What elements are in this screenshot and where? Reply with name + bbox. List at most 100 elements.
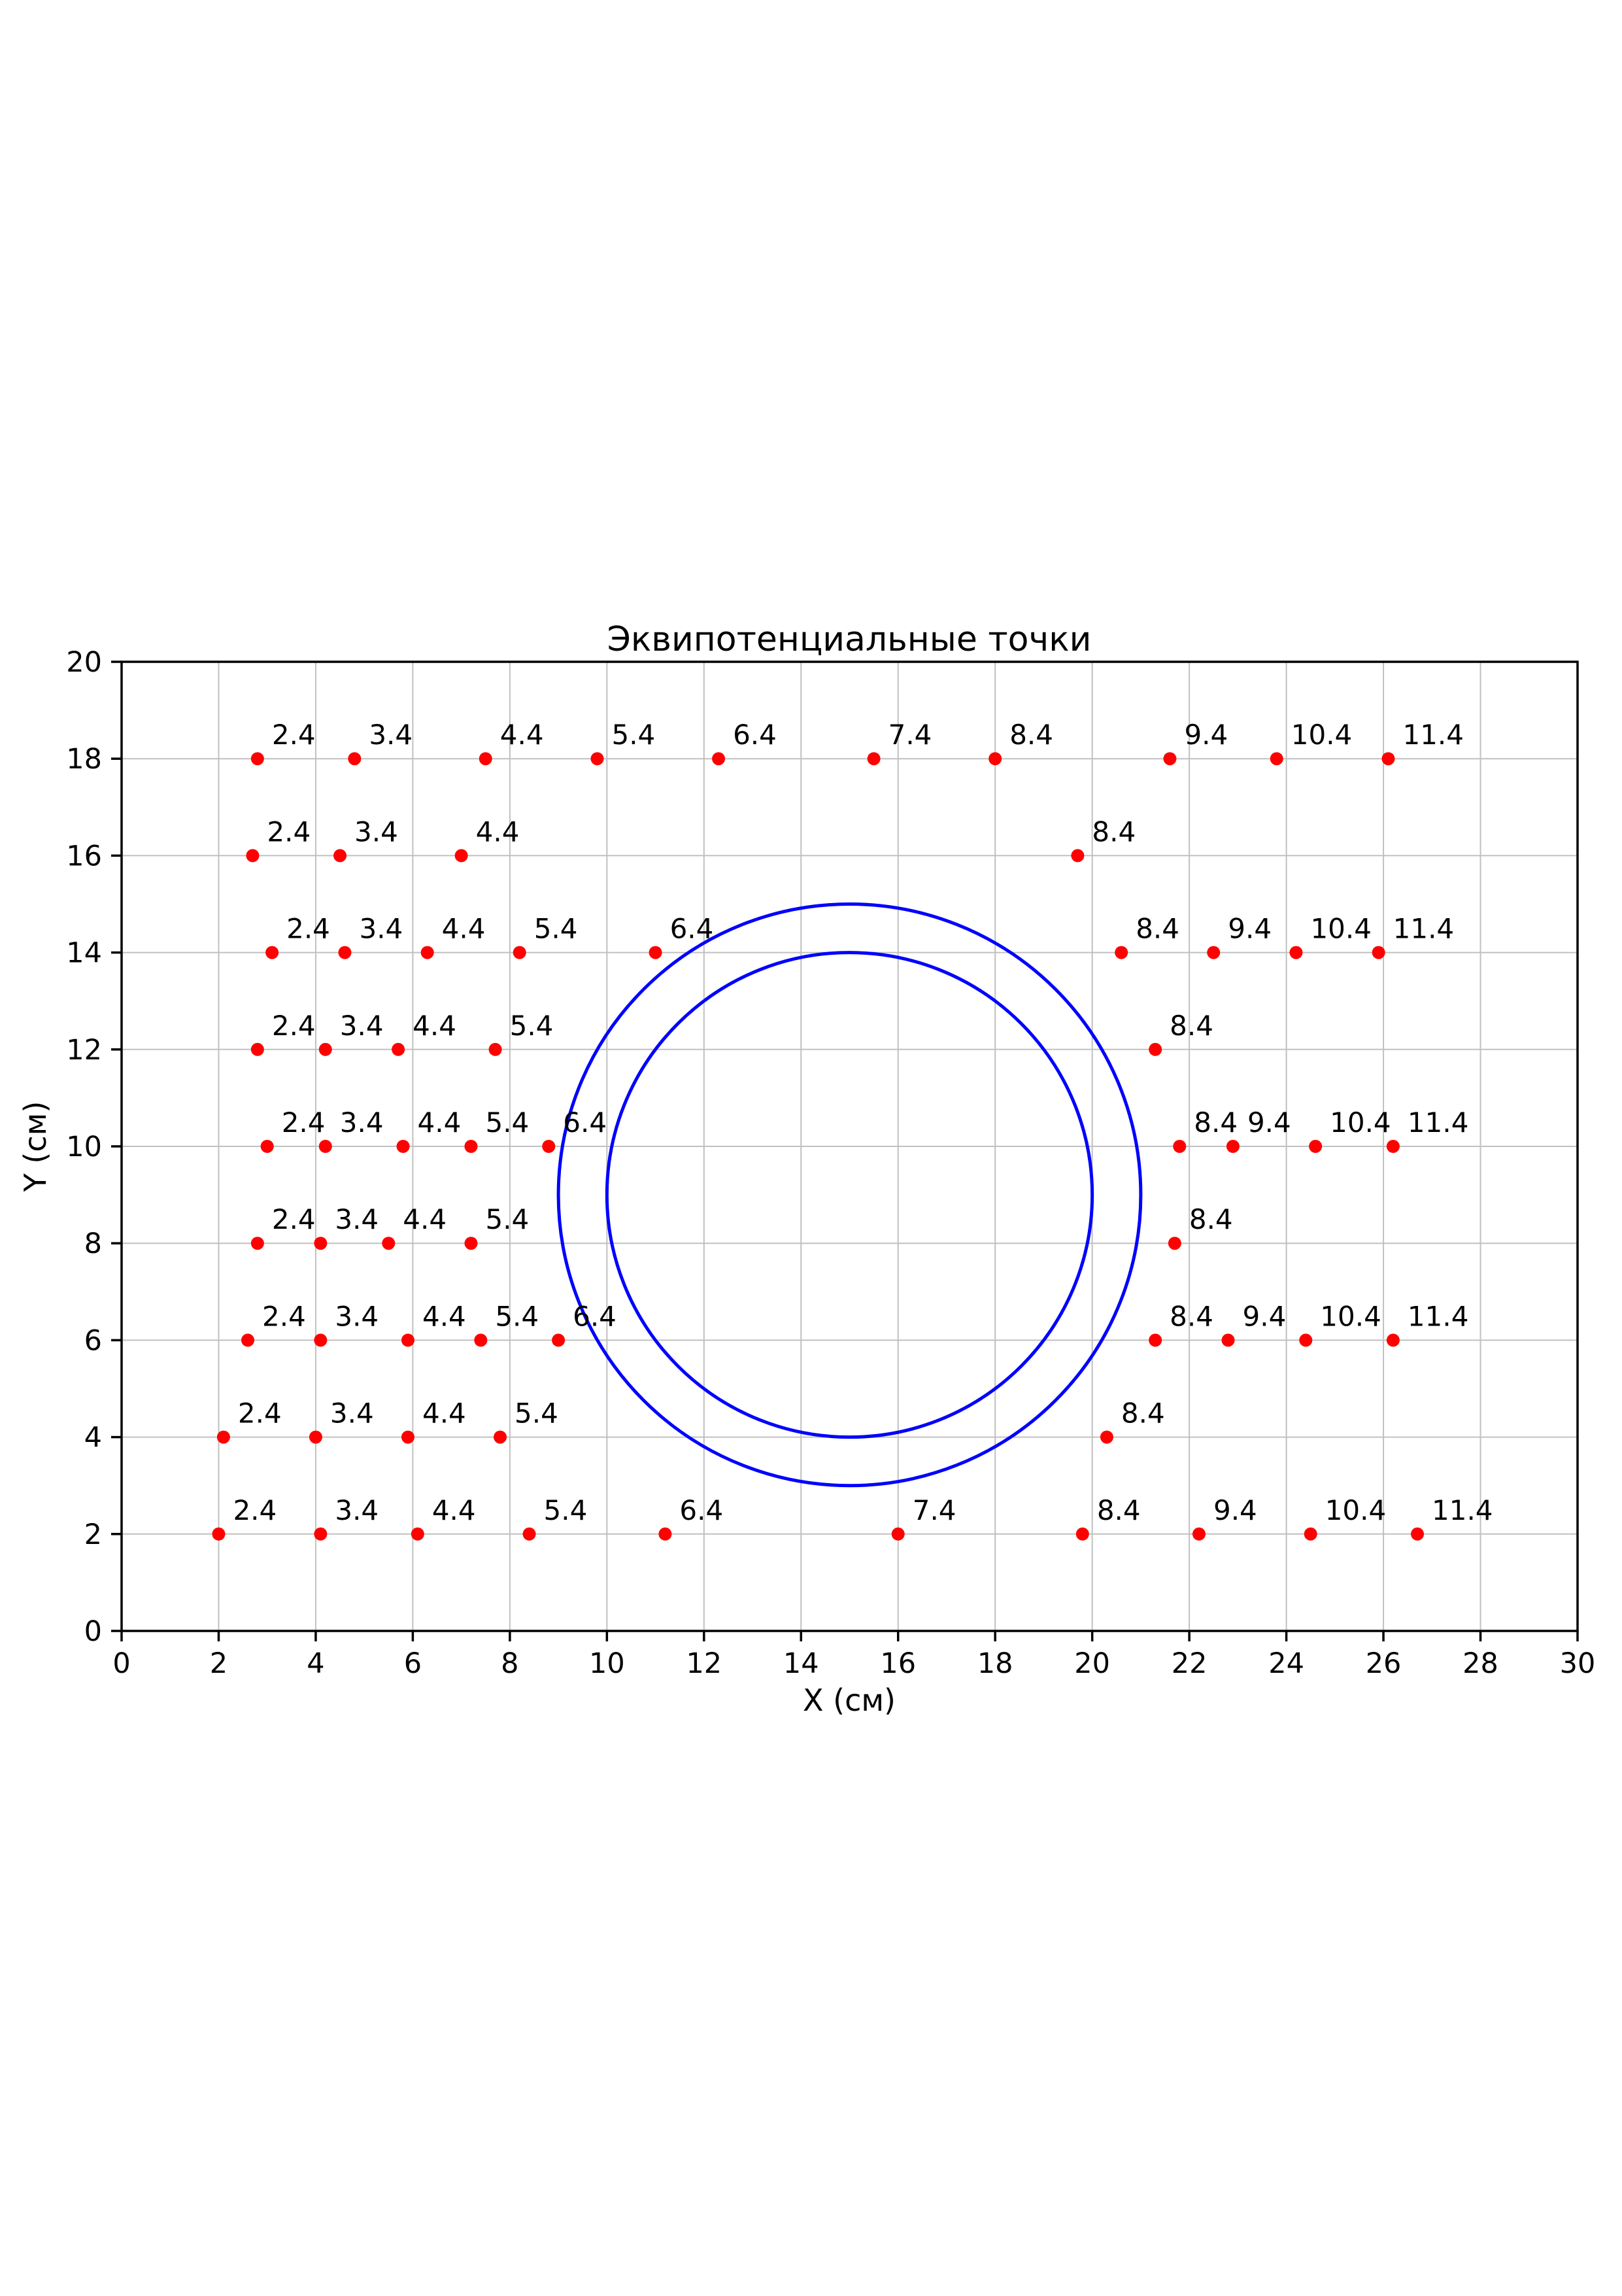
x-tick-label: 16 xyxy=(880,1647,916,1680)
point-label: 5.4 xyxy=(611,719,655,751)
x-tick-label: 24 xyxy=(1268,1647,1304,1680)
x-tick-label: 22 xyxy=(1172,1647,1208,1680)
x-tick-label: 18 xyxy=(977,1647,1013,1680)
point-label: 9.4 xyxy=(1228,913,1272,945)
data-point xyxy=(250,752,264,766)
point-label: 2.4 xyxy=(267,815,311,848)
data-point xyxy=(1221,1333,1235,1347)
data-point xyxy=(513,946,526,959)
data-point xyxy=(392,1042,405,1056)
chart-title: Эквипотенциальные точки xyxy=(607,620,1092,659)
data-point xyxy=(260,1140,274,1153)
y-tick-label: 8 xyxy=(84,1227,102,1260)
data-point xyxy=(1071,849,1085,863)
point-label: 6.4 xyxy=(670,913,714,945)
x-tick-label: 26 xyxy=(1366,1647,1402,1680)
data-point xyxy=(712,752,726,766)
data-point xyxy=(318,1042,332,1056)
point-label: 5.4 xyxy=(485,1203,529,1235)
point-label: 4.4 xyxy=(422,1397,466,1430)
point-label: 6.4 xyxy=(573,1300,617,1332)
point-label: 5.4 xyxy=(544,1494,588,1526)
point-label: 10.4 xyxy=(1320,1300,1381,1332)
data-point xyxy=(464,1237,478,1250)
point-label: 4.4 xyxy=(432,1494,476,1526)
data-point xyxy=(212,1527,226,1541)
point-label: 5.4 xyxy=(510,1010,554,1042)
x-tick-label: 10 xyxy=(589,1647,625,1680)
point-label: 8.4 xyxy=(1136,913,1179,945)
data-point xyxy=(420,946,434,959)
data-point xyxy=(1386,1140,1400,1153)
data-point xyxy=(1168,1237,1181,1250)
y-tick-label: 0 xyxy=(84,1615,102,1648)
point-label: 7.4 xyxy=(913,1494,956,1526)
data-point xyxy=(649,946,662,959)
data-point xyxy=(333,849,347,863)
data-point xyxy=(401,1333,414,1347)
point-label: 10.4 xyxy=(1310,913,1372,945)
point-label: 4.4 xyxy=(476,815,520,848)
point-label: 11.4 xyxy=(1432,1494,1493,1526)
point-label: 11.4 xyxy=(1402,719,1464,751)
data-point xyxy=(250,1237,264,1250)
y-tick-label: 12 xyxy=(66,1034,102,1067)
point-label: 5.4 xyxy=(515,1397,558,1430)
point-label: 3.4 xyxy=(335,1203,379,1235)
point-label: 2.4 xyxy=(262,1300,306,1332)
data-point xyxy=(464,1140,478,1153)
data-point xyxy=(1163,752,1177,766)
data-point xyxy=(318,1140,332,1153)
point-label: 9.4 xyxy=(1247,1106,1291,1139)
point-label: 8.4 xyxy=(1189,1203,1233,1235)
data-point xyxy=(494,1430,507,1444)
point-label: 8.4 xyxy=(1194,1106,1238,1139)
data-point xyxy=(1372,946,1385,959)
point-label: 2.4 xyxy=(272,719,316,751)
data-point xyxy=(401,1430,414,1444)
data-point xyxy=(338,946,352,959)
data-point xyxy=(488,1042,502,1056)
y-axis-label: Y (см) xyxy=(18,1101,53,1193)
data-point xyxy=(454,849,468,863)
point-label: 8.4 xyxy=(1009,719,1053,751)
data-point xyxy=(542,1140,556,1153)
data-point xyxy=(474,1333,488,1347)
data-point xyxy=(1270,752,1283,766)
point-label: 2.4 xyxy=(272,1010,316,1042)
y-tick-label: 14 xyxy=(66,937,102,970)
data-point xyxy=(1192,1527,1206,1541)
point-label: 5.4 xyxy=(485,1106,529,1139)
data-point xyxy=(1309,1140,1323,1153)
data-point xyxy=(1115,946,1128,959)
point-label: 6.4 xyxy=(733,719,777,751)
point-label: 8.4 xyxy=(1092,815,1136,848)
point-label: 8.4 xyxy=(1097,1494,1141,1526)
point-label: 8.4 xyxy=(1170,1010,1213,1042)
point-label: 2.4 xyxy=(286,913,330,945)
data-point xyxy=(590,752,604,766)
data-point xyxy=(1381,752,1395,766)
y-tick-label: 6 xyxy=(84,1324,102,1357)
point-label: 3.4 xyxy=(330,1397,374,1430)
data-point xyxy=(891,1527,905,1541)
data-point xyxy=(1149,1042,1162,1056)
data-point xyxy=(1411,1527,1425,1541)
data-point xyxy=(1299,1333,1313,1347)
point-label: 9.4 xyxy=(1213,1494,1257,1526)
y-tick-label: 16 xyxy=(66,840,102,872)
point-label: 8.4 xyxy=(1121,1397,1165,1430)
point-label: 7.4 xyxy=(888,719,932,751)
data-point xyxy=(867,752,881,766)
point-label: 4.4 xyxy=(418,1106,462,1139)
data-point xyxy=(241,1333,255,1347)
x-tick-label: 14 xyxy=(783,1647,819,1680)
point-label: 8.4 xyxy=(1170,1300,1213,1332)
electrode-circle-outer xyxy=(556,902,1143,1488)
data-point xyxy=(479,752,492,766)
point-label: 3.4 xyxy=(354,815,398,848)
data-point xyxy=(1075,1527,1089,1541)
point-label: 2.4 xyxy=(238,1397,282,1430)
data-point xyxy=(1226,1140,1240,1153)
point-label: 10.4 xyxy=(1330,1106,1391,1139)
